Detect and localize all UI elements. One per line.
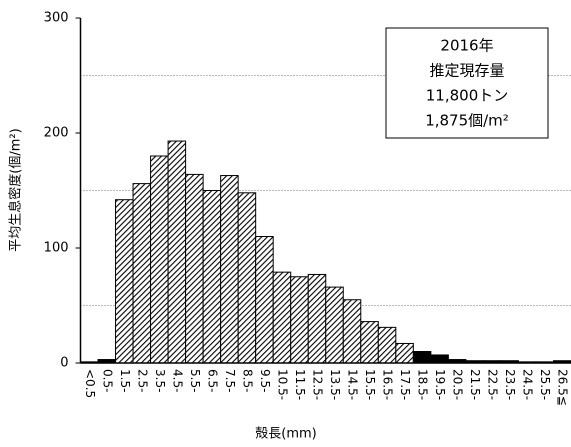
x-tick-label: <0.5: [83, 369, 97, 398]
x-tick-label: 16.5-: [381, 369, 395, 400]
bar: [202, 190, 222, 364]
bar: [255, 236, 274, 364]
bar: [272, 271, 292, 364]
bar: [430, 354, 449, 364]
x-tick-label: 10.5-: [275, 369, 289, 400]
annotation-box: [385, 27, 549, 139]
x-tick-label: 4.5-: [170, 369, 184, 392]
x-tick-label: 25.5-: [538, 369, 552, 400]
x-tick-label: 15.5-: [363, 369, 377, 400]
bar: [395, 342, 414, 364]
annotation-text: 推定現存量: [429, 62, 504, 80]
bar: [377, 326, 397, 364]
annotation-text: 2016年: [440, 37, 493, 55]
x-tick-label: 11.5-: [293, 369, 307, 400]
y-tick-label: 300: [44, 11, 69, 26]
x-tick-label: 21.5-: [468, 369, 482, 400]
x-tick-label: 13.5-: [328, 369, 342, 400]
x-tick-label: 5.5-: [188, 369, 202, 392]
bar: [150, 155, 169, 364]
bar: [360, 321, 379, 364]
bar: [307, 273, 327, 364]
y-axis-label: 平均生息密度(個/m²): [8, 128, 24, 251]
x-tick-label: 3.5-: [153, 369, 167, 392]
x-tick-label: 8.5-: [240, 369, 254, 392]
x-tick-label: 23.5-: [503, 369, 517, 400]
bar: [115, 199, 134, 364]
x-tick-label: 14.5-: [346, 369, 360, 400]
x-tick-label: 1.5-: [118, 369, 132, 392]
x-axis-label: 殻長(mm): [255, 427, 316, 442]
bar: [325, 286, 344, 364]
y-tick-label: 100: [44, 241, 69, 256]
x-tick-label: 20.5-: [451, 369, 465, 400]
x-tick-label: 9.5-: [258, 369, 272, 392]
x-tick-label: 18.5-: [416, 369, 430, 400]
x-tick-label: 6.5-: [205, 369, 219, 392]
bar: [185, 173, 204, 364]
bar: [167, 140, 187, 364]
y-tick-label: 0: [60, 356, 68, 371]
bar: [290, 276, 309, 364]
x-tick-label: 2.5-: [135, 369, 149, 392]
x-tick-label: 22.5-: [486, 369, 500, 400]
bar: [220, 175, 239, 364]
bar: [342, 299, 362, 364]
bar: [412, 351, 432, 364]
y-tick-label: 200: [44, 126, 69, 141]
x-tick-label: 12.5-: [310, 369, 324, 400]
x-tick-label: 17.5-: [398, 369, 412, 400]
x-tick-label: 24.5-: [521, 369, 535, 400]
x-tick-label: 7.5-: [223, 369, 237, 392]
bar: [132, 183, 152, 364]
annotation-text: 1,875個/m²: [425, 112, 509, 130]
x-tick-label: 0.5-: [100, 369, 114, 392]
x-tick-label: 19.5-: [433, 369, 447, 400]
bar: [237, 192, 257, 364]
annotation-text: 11,800トン: [426, 87, 509, 105]
x-tick-label: 26.5≦: [556, 369, 570, 406]
